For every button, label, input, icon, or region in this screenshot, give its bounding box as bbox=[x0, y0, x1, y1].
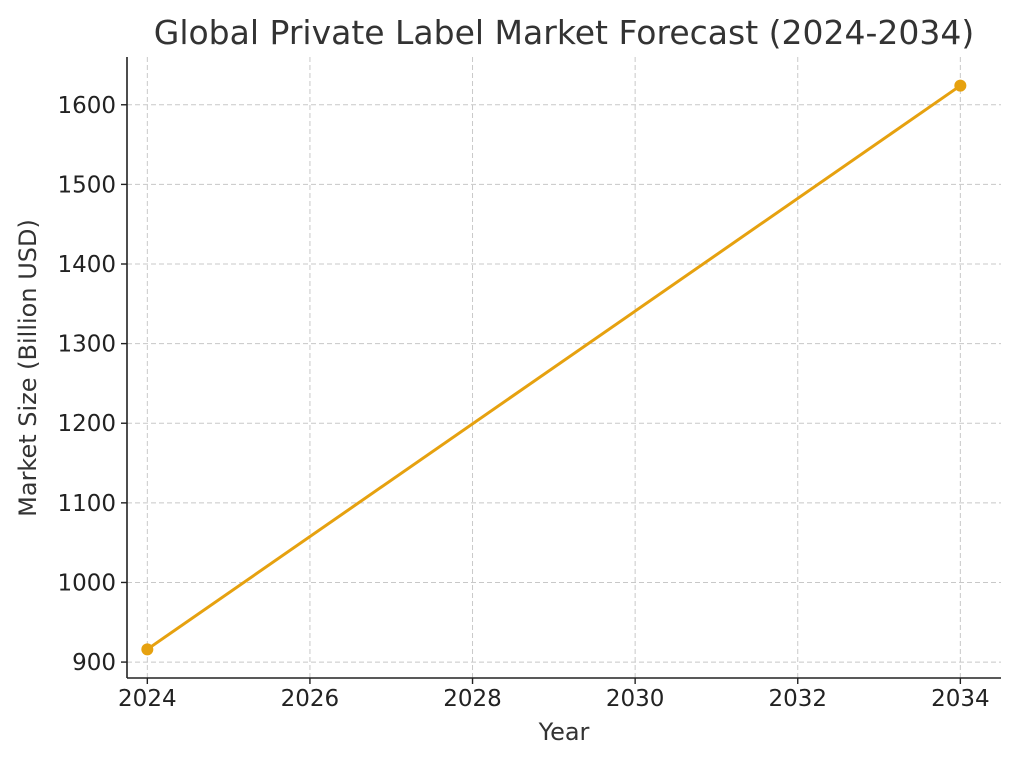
x-tick-label: 2028 bbox=[443, 686, 502, 712]
y-tick-label: 1300 bbox=[57, 332, 116, 358]
series bbox=[141, 79, 967, 656]
x-tick-label: 2034 bbox=[931, 686, 990, 712]
y-tick-label: 1200 bbox=[57, 411, 116, 437]
axes bbox=[126, 57, 1001, 679]
y-axis-label: Market Size (Billion USD) bbox=[14, 219, 42, 517]
x-tick-label: 2032 bbox=[768, 686, 827, 712]
x-tick-label: 2030 bbox=[606, 686, 665, 712]
y-tick-label: 900 bbox=[72, 650, 116, 676]
x-tick-label: 2024 bbox=[118, 686, 177, 712]
data-point bbox=[141, 643, 154, 656]
chart-title: Global Private Label Market Forecast (20… bbox=[154, 13, 975, 52]
y-tick-label: 1100 bbox=[57, 491, 116, 517]
y-tick-label: 1600 bbox=[57, 93, 116, 119]
data-point bbox=[954, 79, 967, 92]
x-axis-label: Year bbox=[538, 718, 590, 746]
series-line bbox=[146, 84, 962, 651]
y-tick-label: 1000 bbox=[57, 570, 116, 596]
y-tick-label: 1400 bbox=[57, 252, 116, 278]
ticks: 2024 2026 2028 2030 2032 2034 900 1000 1100 1200 1… bbox=[57, 93, 989, 712]
y-tick-label: 1500 bbox=[57, 172, 116, 198]
grid bbox=[127, 57, 1001, 678]
x-tick-label: 2026 bbox=[281, 686, 340, 712]
